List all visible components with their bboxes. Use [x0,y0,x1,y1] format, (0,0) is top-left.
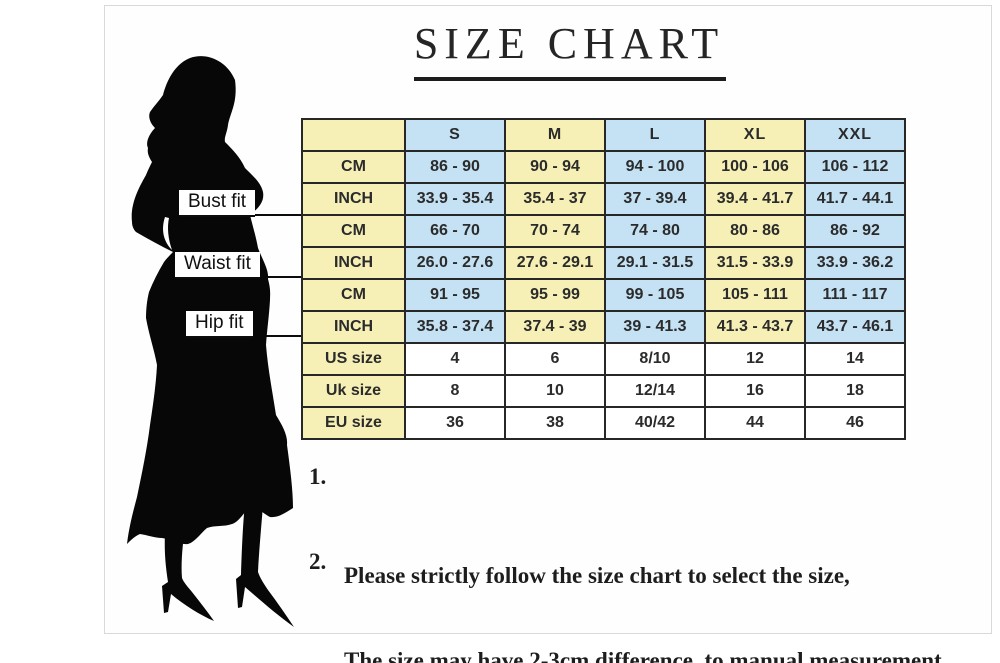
note-2-number: 2. [309,549,327,574]
size-cell: 18 [804,374,906,408]
size-cell: 36 [404,406,506,440]
table-row-bust-cm: CM 86 - 90 90 - 94 94 - 100 100 - 106 10… [301,150,906,184]
table-row-waist-cm: CM 66 - 70 70 - 74 74 - 80 80 - 86 86 - … [301,214,906,248]
size-cell: 38 [504,406,606,440]
size-cell: 29.1 - 31.5 [604,246,706,280]
column-header-xl: XL [704,118,806,152]
size-cell: 10 [504,374,606,408]
size-cell: 46 [804,406,906,440]
corner-cell [301,118,406,152]
size-cell: 74 - 80 [604,214,706,248]
size-cell: 91 - 95 [404,278,506,312]
silhouette-left-leg [162,533,214,621]
size-cell: 33.9 - 36.2 [804,246,906,280]
row-label: Uk size [301,374,406,408]
table-row-us-size: US size 4 6 8/10 12 14 [301,342,906,376]
size-cell: 8/10 [604,342,706,376]
size-cell: 100 - 106 [704,150,806,184]
row-label: INCH [301,246,406,280]
woman-silhouette-graphic [127,56,294,627]
size-cell: 86 - 90 [404,150,506,184]
size-cell: 8 [404,374,506,408]
note-2: 2. The size may have 2-3cm difference to… [309,545,999,663]
size-cell: 6 [504,342,606,376]
note-2-line-1: The size may have 2-3cm difference to ma… [344,648,948,663]
size-cell: 41.7 - 44.1 [804,182,906,216]
size-cell: 37.4 - 39 [504,310,606,344]
note-1-number: 1. [309,464,327,489]
size-cell: 90 - 94 [504,150,606,184]
page-title: SIZE CHART [413,19,725,68]
silhouette-arm-gap [163,217,172,250]
size-cell: 12/14 [604,374,706,408]
size-cell: 86 - 92 [804,214,906,248]
column-header-l: L [604,118,706,152]
size-cell: 37 - 39.4 [604,182,706,216]
row-label: CM [301,214,406,248]
size-cell: 111 - 117 [804,278,906,312]
size-cell: 4 [404,342,506,376]
size-cell: 12 [704,342,806,376]
size-cell: 66 - 70 [404,214,506,248]
row-label: CM [301,278,406,312]
table-row-hip-inch: INCH 35.8 - 37.4 37.4 - 39 39 - 41.3 41.… [301,310,906,344]
hip-fit-label: Hip fit [186,311,253,338]
row-label: EU size [301,406,406,440]
table-row-hip-cm: CM 91 - 95 95 - 99 99 - 105 105 - 111 11… [301,278,906,312]
size-cell: 40/42 [604,406,706,440]
column-header-s: S [404,118,506,152]
size-cell: 80 - 86 [704,214,806,248]
row-label: CM [301,150,406,184]
size-cell: 26.0 - 27.6 [404,246,506,280]
size-table: S M L XL XXL CM 86 - 90 90 - 94 94 - 100… [301,118,906,440]
size-cell: 95 - 99 [504,278,606,312]
column-header-m: M [504,118,606,152]
size-cell: 33.9 - 35.4 [404,182,506,216]
silhouette-right-leg [236,503,294,627]
size-cell: 106 - 112 [804,150,906,184]
size-cell: 70 - 74 [504,214,606,248]
title-underline [414,77,726,81]
size-cell: 41.3 - 43.7 [704,310,806,344]
note-1-line-1: Please strictly follow the size chart to… [344,563,850,588]
row-label: INCH [301,182,406,216]
silhouette-body [127,56,293,545]
size-cell: 39.4 - 41.7 [704,182,806,216]
size-cell: 99 - 105 [604,278,706,312]
size-table-grid: S M L XL XXL CM 86 - 90 90 - 94 94 - 100… [301,118,906,440]
row-label: INCH [301,310,406,344]
size-cell: 35.8 - 37.4 [404,310,506,344]
table-row-eu-size: EU size 36 38 40/42 44 46 [301,406,906,440]
woman-silhouette [102,55,332,635]
size-cell: 27.6 - 29.1 [504,246,606,280]
size-cell: 94 - 100 [604,150,706,184]
size-cell: 31.5 - 33.9 [704,246,806,280]
size-cell: 16 [704,374,806,408]
column-header-xxl: XXL [804,118,906,152]
table-row-waist-inch: INCH 26.0 - 27.6 27.6 - 29.1 29.1 - 31.5… [301,246,906,280]
size-cell: 43.7 - 46.1 [804,310,906,344]
header-row: S M L XL XXL [301,118,906,152]
size-cell: 35.4 - 37 [504,182,606,216]
table-row-uk-size: Uk size 8 10 12/14 16 18 [301,374,906,408]
table-row-bust-inch: INCH 33.9 - 35.4 35.4 - 37 37 - 39.4 39.… [301,182,906,216]
bust-fit-label: Bust fit [179,190,256,217]
waist-fit-label: Waist fit [175,252,260,279]
row-label: US size [301,342,406,376]
size-cell: 44 [704,406,806,440]
size-cell: 39 - 41.3 [604,310,706,344]
size-cell: 105 - 111 [704,278,806,312]
size-cell: 14 [804,342,906,376]
